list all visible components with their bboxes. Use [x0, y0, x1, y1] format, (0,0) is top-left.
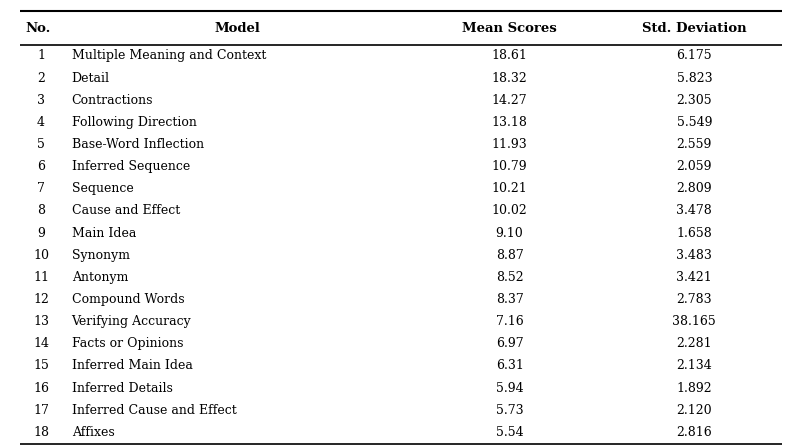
Text: 6.97: 6.97	[496, 337, 524, 350]
Text: Inferred Details: Inferred Details	[71, 382, 172, 395]
Text: 6.31: 6.31	[496, 359, 524, 372]
Text: 12: 12	[33, 293, 49, 306]
Text: Contractions: Contractions	[71, 94, 153, 107]
Text: Antonym: Antonym	[71, 271, 128, 284]
Text: 2.059: 2.059	[677, 160, 712, 173]
Text: 18.32: 18.32	[492, 72, 528, 85]
Text: 5.54: 5.54	[496, 426, 524, 439]
Text: 18: 18	[33, 426, 49, 439]
Text: Base-Word Inflection: Base-Word Inflection	[71, 138, 204, 151]
Text: 2: 2	[37, 72, 45, 85]
Text: Inferred Sequence: Inferred Sequence	[71, 160, 190, 173]
Text: Multiple Meaning and Context: Multiple Meaning and Context	[71, 49, 266, 62]
Text: 3.478: 3.478	[676, 204, 712, 217]
Text: Synonym: Synonym	[71, 249, 130, 262]
Text: Mean Scores: Mean Scores	[462, 22, 557, 34]
Text: Main Idea: Main Idea	[71, 227, 136, 240]
Text: Following Direction: Following Direction	[71, 116, 196, 129]
Text: 2.816: 2.816	[676, 426, 712, 439]
Text: 6.175: 6.175	[677, 49, 712, 62]
Text: 8.87: 8.87	[496, 249, 524, 262]
Text: 13.18: 13.18	[492, 116, 528, 129]
Text: 38.165: 38.165	[672, 315, 716, 328]
Text: 1.892: 1.892	[677, 382, 712, 395]
Text: 16: 16	[33, 382, 49, 395]
Text: 2.809: 2.809	[677, 182, 712, 195]
Text: 9: 9	[37, 227, 45, 240]
Text: 8.52: 8.52	[496, 271, 524, 284]
Text: 14: 14	[33, 337, 49, 350]
Text: 13: 13	[33, 315, 49, 328]
Text: Detail: Detail	[71, 72, 110, 85]
Text: 1.658: 1.658	[676, 227, 712, 240]
Text: 8.37: 8.37	[496, 293, 524, 306]
Text: 3.483: 3.483	[676, 249, 712, 262]
Text: 7.16: 7.16	[496, 315, 524, 328]
Text: 11.93: 11.93	[492, 138, 528, 151]
Text: 6: 6	[37, 160, 45, 173]
Text: 10.02: 10.02	[492, 204, 528, 217]
Text: 3: 3	[37, 94, 45, 107]
Text: 4: 4	[37, 116, 45, 129]
Text: 2.559: 2.559	[677, 138, 712, 151]
Text: Facts or Opinions: Facts or Opinions	[71, 337, 183, 350]
Text: Verifying Accuracy: Verifying Accuracy	[71, 315, 192, 328]
Text: 11: 11	[33, 271, 49, 284]
Text: Model: Model	[214, 22, 260, 34]
Text: 18.61: 18.61	[492, 49, 528, 62]
Text: 2.305: 2.305	[677, 94, 712, 107]
Text: 2.134: 2.134	[676, 359, 712, 372]
Text: 10.21: 10.21	[492, 182, 528, 195]
Text: 15: 15	[33, 359, 49, 372]
Text: 14.27: 14.27	[492, 94, 528, 107]
Text: 10.79: 10.79	[492, 160, 528, 173]
Text: Std. Deviation: Std. Deviation	[642, 22, 747, 34]
Text: Affixes: Affixes	[71, 426, 115, 439]
Text: 17: 17	[33, 404, 49, 417]
Text: 9.10: 9.10	[496, 227, 524, 240]
Text: Compound Words: Compound Words	[71, 293, 184, 306]
Text: 3.421: 3.421	[676, 271, 712, 284]
Text: 5.94: 5.94	[496, 382, 524, 395]
Text: 5.73: 5.73	[496, 404, 524, 417]
Text: 5: 5	[37, 138, 45, 151]
Text: 7: 7	[37, 182, 45, 195]
Text: Inferred Cause and Effect: Inferred Cause and Effect	[71, 404, 237, 417]
Text: 5.823: 5.823	[677, 72, 712, 85]
Text: 2.120: 2.120	[677, 404, 712, 417]
Text: 8: 8	[37, 204, 45, 217]
Text: 2.281: 2.281	[677, 337, 712, 350]
Text: Sequence: Sequence	[71, 182, 133, 195]
Text: Cause and Effect: Cause and Effect	[71, 204, 180, 217]
Text: No.: No.	[25, 22, 51, 34]
Text: Inferred Main Idea: Inferred Main Idea	[71, 359, 192, 372]
Text: 5.549: 5.549	[677, 116, 712, 129]
Text: 10: 10	[33, 249, 49, 262]
Text: 2.783: 2.783	[677, 293, 712, 306]
Text: 1: 1	[37, 49, 45, 62]
